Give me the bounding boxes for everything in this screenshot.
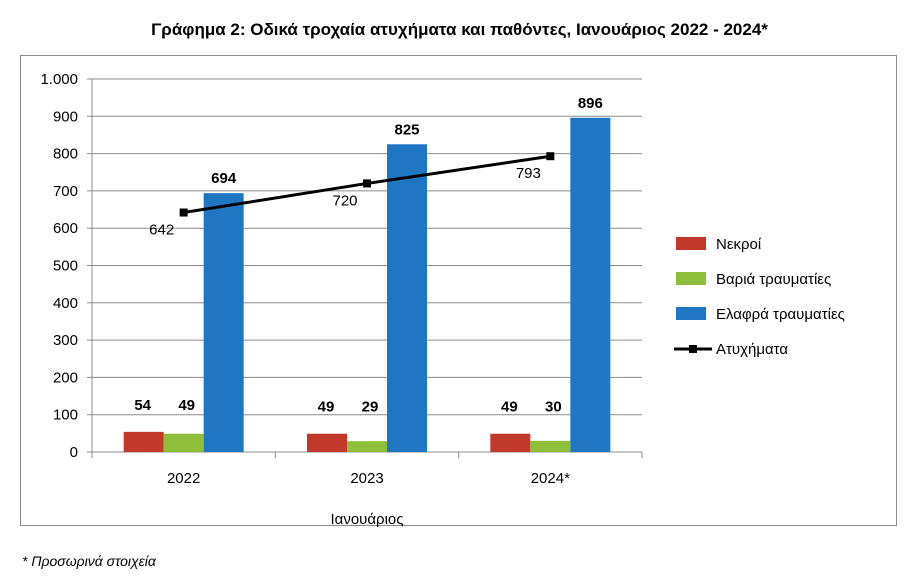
bar-2 — [530, 440, 571, 452]
y-tick-label: 700 — [53, 183, 78, 200]
x-tick-label: 2023 — [350, 470, 383, 487]
chart-title: Γράφημα 2: Οδικά τροχαία ατυχήματα και π… — [151, 20, 768, 39]
bar-data-label: 29 — [362, 399, 379, 416]
footnote: * Προσωρινά στοιχεία — [22, 553, 156, 569]
bar-data-label: 694 — [211, 170, 237, 187]
x-tick-label: 2022 — [167, 470, 200, 487]
y-tick-label: 300 — [53, 332, 78, 349]
y-tick-label: 600 — [53, 220, 78, 237]
legend-label: Βαριά τραυματίες — [716, 271, 831, 288]
legend-swatch — [676, 237, 706, 250]
bar-2 — [163, 433, 204, 452]
bar-data-label: 54 — [134, 397, 151, 414]
bar-data-label: 49 — [501, 399, 518, 416]
legend-marker — [689, 345, 697, 353]
y-tick-label: 400 — [53, 295, 78, 312]
y-tick-label: 200 — [53, 369, 78, 386]
legend-swatch — [676, 272, 706, 285]
legend-label: Νεκροί — [716, 236, 762, 253]
y-tick-label: 800 — [53, 146, 78, 163]
y-tick-label: 900 — [53, 108, 78, 125]
bar-data-label: 49 — [318, 399, 335, 416]
legend-label: Ατυχήματα — [716, 341, 788, 358]
line-marker — [363, 179, 371, 188]
legend-swatch — [676, 307, 706, 320]
bar-3 — [570, 117, 611, 453]
bar-data-label: 896 — [578, 95, 603, 112]
y-tick-label: 500 — [53, 258, 78, 275]
x-axis-title: Ιανουάριος — [331, 511, 404, 528]
y-tick-label: 100 — [53, 407, 78, 424]
line-data-label: 793 — [516, 165, 541, 182]
y-tick-label: 0 — [70, 444, 78, 461]
bar-3 — [387, 144, 427, 452]
y-tick-label: 1.000 — [40, 71, 78, 88]
bar-1 — [123, 431, 164, 452]
bar-1 — [490, 433, 531, 452]
bar-2 — [347, 441, 387, 452]
legend-label: Ελαφρά τραυματίες — [716, 306, 845, 323]
line-data-label: 720 — [332, 192, 357, 209]
chart-frame — [20, 55, 897, 526]
x-tick-label: 2024* — [531, 470, 570, 487]
bar-data-label: 30 — [545, 399, 562, 416]
bar-1 — [307, 433, 347, 452]
line-marker — [179, 208, 188, 217]
bar-3 — [203, 193, 244, 452]
bar-data-label: 49 — [178, 397, 195, 414]
bar-data-label: 825 — [394, 121, 419, 138]
line-data-label: 642 — [149, 222, 174, 239]
line-marker — [546, 152, 555, 161]
